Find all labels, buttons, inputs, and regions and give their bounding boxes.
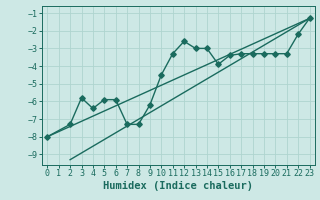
X-axis label: Humidex (Indice chaleur): Humidex (Indice chaleur)	[103, 181, 253, 191]
